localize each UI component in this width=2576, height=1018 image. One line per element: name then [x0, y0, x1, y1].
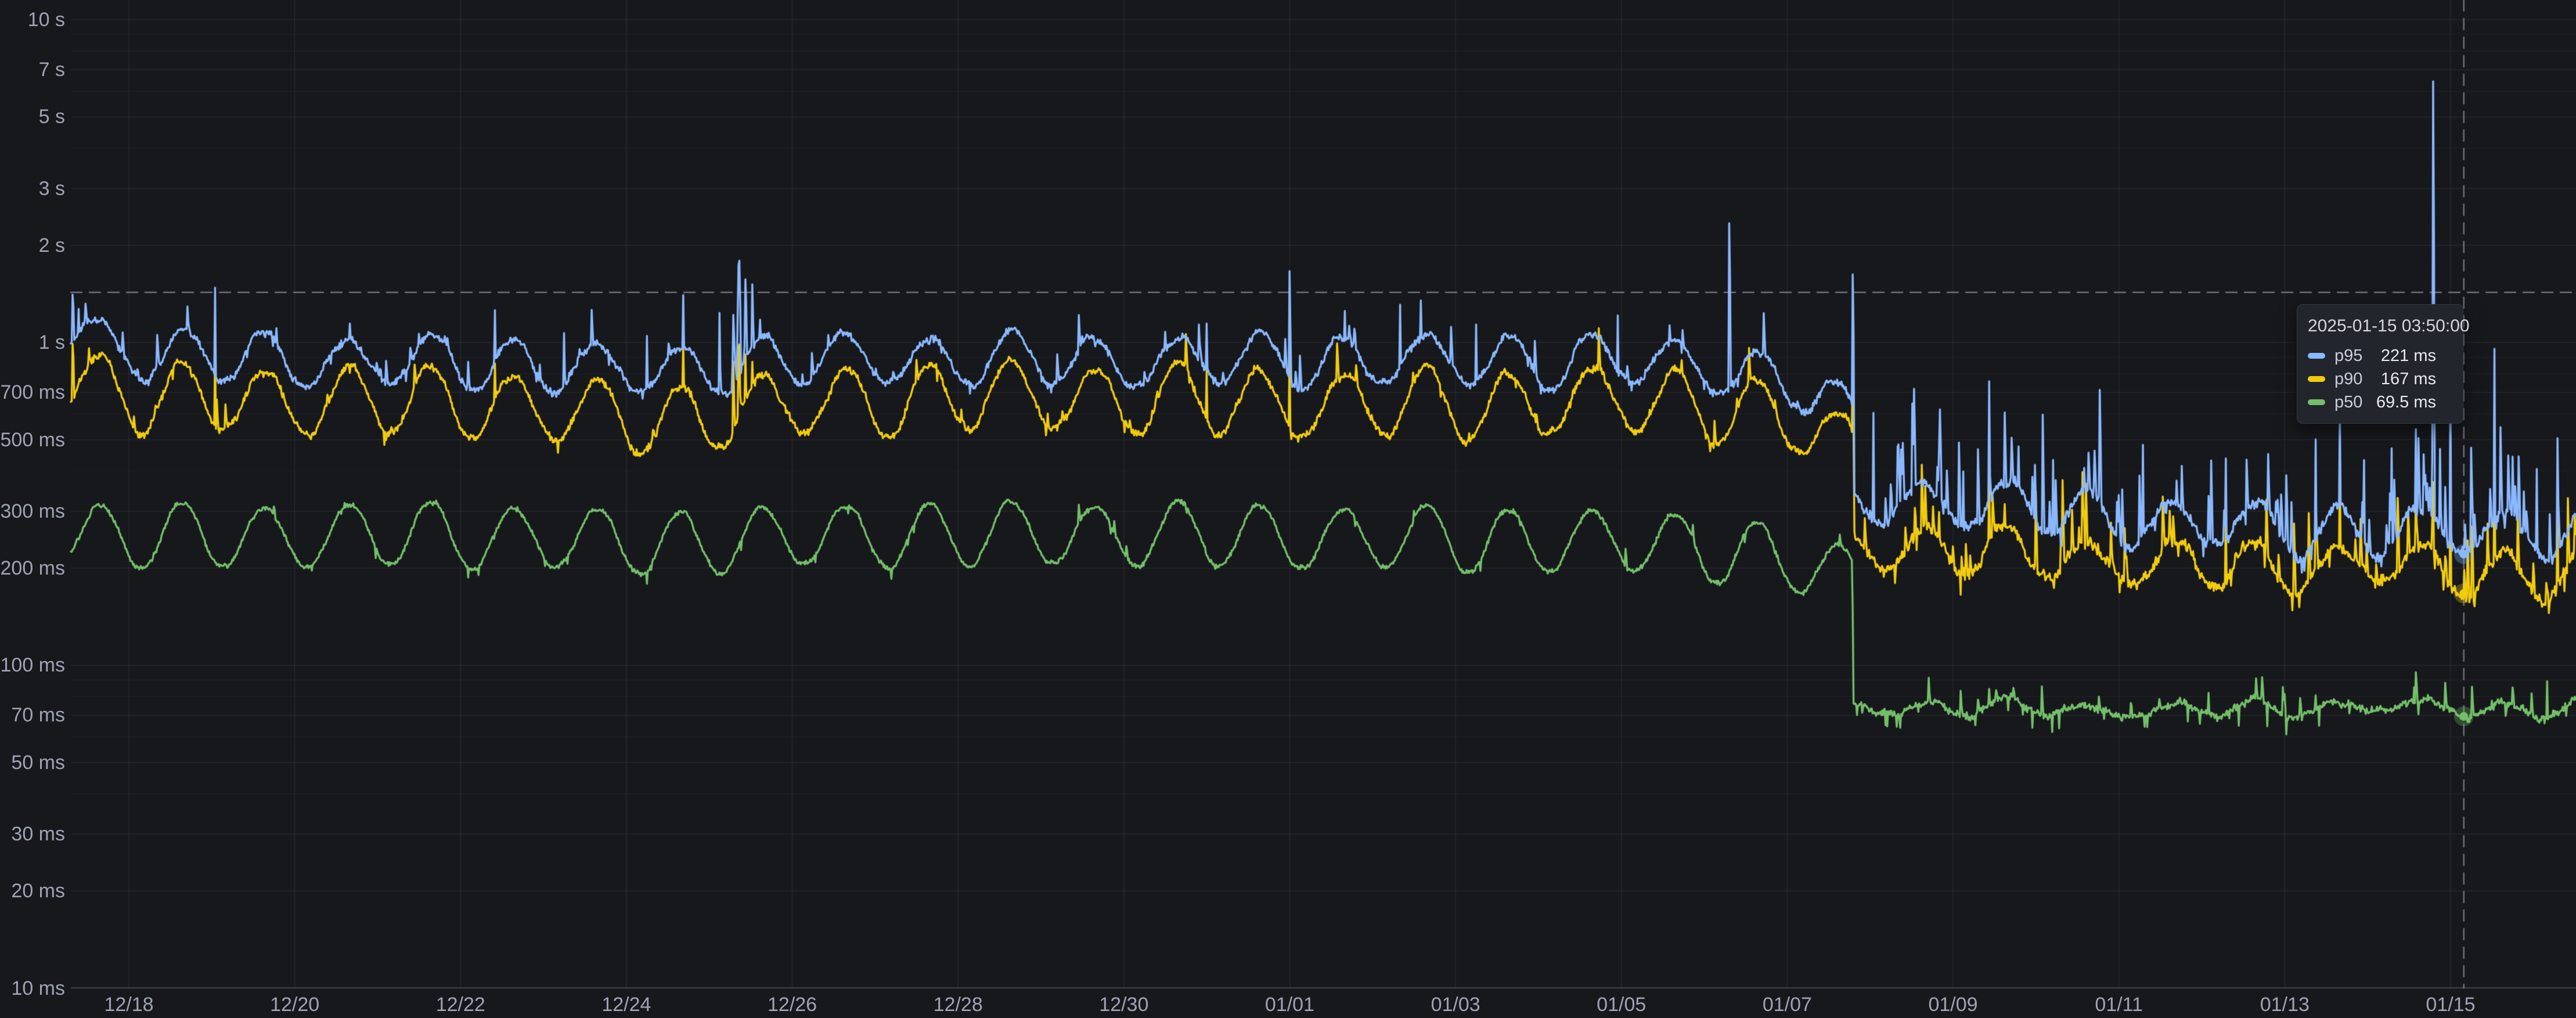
y-axis-tick-label: 300 ms	[0, 500, 66, 522]
y-axis-tick-label: 5 s	[38, 106, 65, 128]
tooltip-series-row: p50 69.5 ms	[2308, 391, 2451, 414]
x-axis-tick-label: 01/01	[1264, 994, 1315, 1016]
x-axis-tick-label: 12/28	[933, 994, 983, 1016]
series-value: 69.5 ms	[2376, 392, 2436, 411]
y-axis-tick-label: 200 ms	[0, 557, 66, 579]
series-label: p50	[2334, 392, 2363, 411]
tooltip-series-row: p90 167 ms	[2308, 367, 2451, 391]
x-axis-tick-label: 01/15	[2426, 994, 2476, 1016]
tooltip-timestamp: 2025-01-15 03:50:00	[2308, 316, 2470, 335]
y-axis-tick-label: 10 s	[27, 9, 65, 31]
tooltip-rows: p95 221 ms p90 167 ms p50 69.5 ms	[2308, 344, 2451, 414]
x-axis-tick-label: 12/18	[104, 994, 154, 1016]
x-axis-tick-label: 01/03	[1431, 994, 1480, 1016]
x-axis-tick-label: 01/09	[1928, 994, 1978, 1016]
x-axis-tick-label: 12/30	[1099, 994, 1149, 1016]
y-axis-tick-label: 70 ms	[11, 704, 65, 727]
series-value: 221 ms	[2380, 346, 2436, 365]
series-label: p95	[2334, 346, 2363, 365]
series-color-swatch-icon	[2308, 353, 2325, 359]
y-axis-tick-label: 100 ms	[0, 654, 66, 677]
x-axis-tick-label: 01/05	[1597, 994, 1647, 1016]
y-axis-tick-label: 500 ms	[0, 428, 66, 451]
y-axis-tick-label: 20 ms	[11, 880, 65, 903]
y-axis-tick-label: 30 ms	[11, 823, 65, 846]
y-axis-tick-label: 50 ms	[11, 751, 65, 774]
x-axis-tick-label: 12/20	[270, 994, 320, 1016]
y-axis-tick-label: 2 s	[38, 234, 65, 257]
y-axis-tick-label: 3 s	[38, 177, 65, 200]
x-axis-tick-label: 01/13	[2260, 994, 2310, 1016]
series-color-swatch-icon	[2308, 376, 2325, 382]
y-axis-tick-label: 7 s	[38, 59, 65, 81]
series-label: p90	[2334, 369, 2363, 388]
series-value: 167 ms	[2380, 369, 2436, 388]
x-axis-tick-label: 01/11	[2095, 994, 2143, 1016]
series-color-swatch-icon	[2308, 399, 2325, 405]
y-axis-tick-label: 1 s	[38, 331, 65, 354]
y-axis-tick-label: 10 ms	[11, 977, 65, 999]
x-axis-tick-label: 12/26	[768, 994, 817, 1016]
tooltip: 2025-01-15 03:50:00 p95 221 ms p90 167 ms p5…	[2297, 304, 2470, 424]
x-axis-tick-label: 12/22	[435, 994, 485, 1016]
y-axis-tick-label: 700 ms	[0, 381, 66, 404]
tooltip-series-row: p95 221 ms	[2308, 344, 2451, 367]
x-axis-tick-label: 12/24	[601, 994, 651, 1016]
x-axis-tick-label: 01/07	[1762, 994, 1812, 1016]
